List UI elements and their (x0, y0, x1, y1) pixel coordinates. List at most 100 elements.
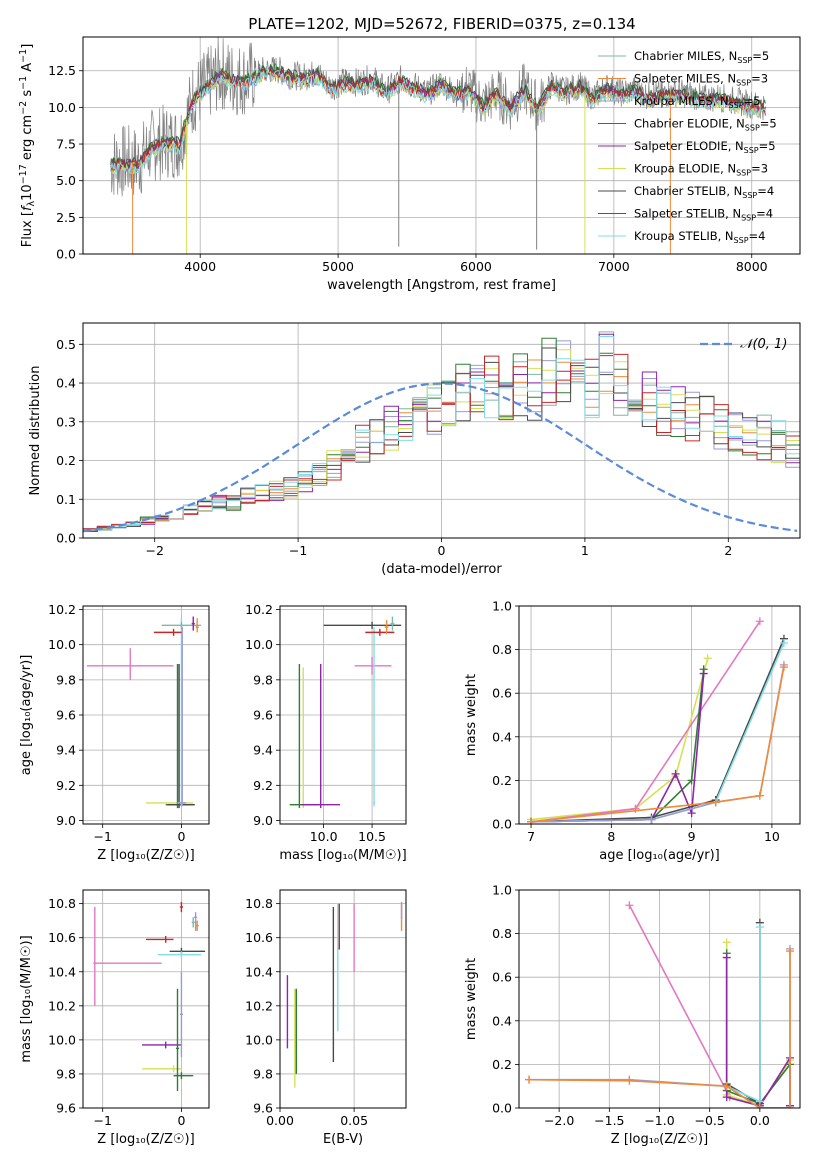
y-tick-label: 9.6 (56, 708, 76, 723)
data-point (142, 1065, 182, 1073)
model-line (110, 69, 766, 175)
data-point (93, 907, 162, 1006)
y-tick-label: 9.6 (56, 1101, 76, 1116)
x-axis-label: Z [log₁₀(Z/Z☉)] (97, 1132, 194, 1147)
y-tick-label: 2.5 (56, 210, 76, 225)
x-tick-label: −1 (289, 543, 307, 558)
legend-label: Chabrier STELIB, NSSP=4 (634, 184, 774, 200)
panel-spectrum: 4000 5000 6000 7000 8000 0.0 2.5 5.0 7.5 10.0 12.5… (18, 36, 801, 293)
y-tick-label: 0.2 (56, 453, 76, 468)
data-point (365, 628, 395, 636)
y-tick-label: 5.0 (56, 173, 76, 188)
data-point (153, 628, 182, 636)
series-marker (671, 769, 680, 778)
y-tick-label: 10.0 (245, 1032, 273, 1047)
y-tick-label: 0.6 (492, 686, 512, 701)
y-tick-label: 10.6 (48, 930, 76, 945)
series-line (726, 922, 761, 1106)
axes-frame (82, 36, 801, 255)
plot-area (83, 331, 800, 533)
x-tick-label: 0.00 (266, 1113, 294, 1128)
series-marker (703, 654, 712, 663)
x-tick-label: 10.5 (358, 829, 386, 844)
axes-frame (518, 889, 801, 1109)
y-tick-label: 10.0 (48, 1032, 76, 1047)
y-axis-label: mass weight (464, 958, 479, 1040)
y-tick-label: 0.4 (492, 729, 512, 744)
y-tick-label: 9.8 (56, 672, 76, 687)
y-tick-label: 9.2 (253, 778, 273, 793)
series-marker (711, 798, 720, 807)
x-tick-label: 8 (607, 829, 615, 844)
y-tick-label: 9.0 (253, 813, 273, 828)
series-marker (699, 669, 708, 678)
series-marker (722, 938, 731, 947)
y-axis-label: Normed distribution (28, 366, 43, 496)
y-axis-label: Flux [fλ10−17 erg cm−2 s−1 A−1] (18, 44, 37, 248)
series-marker (755, 791, 764, 800)
axes-frame (279, 605, 407, 825)
axes-frame (82, 605, 210, 825)
legend-label: 𝒩(0, 1) (740, 337, 787, 352)
y-tick-label: 10.0 (48, 637, 76, 652)
x-axis-label: wavelength [Angstrom, rest frame] (327, 278, 556, 293)
plot-area (286, 901, 403, 1088)
plot-area (527, 617, 788, 824)
axes-frame (518, 605, 801, 825)
y-tick-label: 10.6 (245, 930, 273, 945)
data-point (384, 620, 389, 635)
model-line (110, 65, 766, 170)
plot-area (289, 616, 402, 809)
panel-massweight-vs-age: 7 8 9 10 0.0 0.2 0.4 0.6 0.8 1.0 age [log₁₀(age/yr… (464, 599, 801, 863)
x-tick-label: 5000 (322, 259, 354, 274)
x-tick-label: 2 (724, 543, 732, 558)
y-tick-label: 10.2 (48, 602, 76, 617)
series-marker (755, 1104, 764, 1108)
x-axis-label: Z [log₁₀(Z/Z☉)] (611, 1132, 708, 1147)
series-marker (722, 1082, 731, 1091)
x-tick-label: −0.5 (694, 1113, 724, 1128)
data-point (179, 901, 184, 913)
series-line (725, 957, 791, 1107)
y-tick-label: 0.4 (56, 376, 76, 391)
data-point (373, 627, 375, 807)
series-marker (722, 1093, 731, 1102)
y-tick-label: 9.6 (253, 708, 273, 723)
x-tick-label: 0.0 (750, 1113, 770, 1128)
histogram-series (83, 337, 800, 532)
series-marker (647, 815, 656, 824)
x-axis-label: (data-model)/error (381, 562, 502, 577)
gaussian-curve (83, 382, 798, 533)
y-tick-label: 7.5 (56, 137, 76, 152)
legend-label: Kroupa ELODIE, NSSP=3 (634, 162, 768, 178)
x-tick-label: 0 (438, 543, 446, 558)
y-tick-label: 0.6 (492, 970, 512, 985)
axes-frame (279, 889, 407, 1109)
x-axis-label: mass [log₁₀(M/M☉)] (279, 848, 406, 863)
series-marker (527, 817, 536, 824)
plot-area (110, 37, 766, 254)
data-point (301, 664, 341, 809)
panel-mass-vs-Z: −1 0 9.6 9.8 10.0 10.2 10.4 10.6 10.8 Z [log₁₀(Z/… (19, 889, 210, 1147)
data-point (86, 648, 174, 680)
y-tick-label: 9.6 (253, 1101, 273, 1116)
y-tick-label: 9.8 (56, 1066, 76, 1081)
legend-label: Kroupa STELIB, NSSP=4 (634, 229, 765, 245)
y-tick-label: 10.4 (48, 964, 76, 979)
y-tick-label: 0.1 (56, 492, 76, 507)
y-tick-label: 12.5 (48, 63, 76, 78)
data-point (191, 917, 195, 928)
series-marker (722, 953, 731, 962)
x-tick-label: 4000 (184, 259, 216, 274)
data-point (146, 935, 174, 943)
series-marker (779, 639, 788, 648)
plot-area (525, 901, 794, 1108)
y-tick-label: 0.2 (492, 773, 512, 788)
plot-area (86, 616, 202, 809)
panel-age-vs-mass: 10.0 10.5 9.0 9.2 9.4 9.6 9.8 10.0 10.2 mass [log… (245, 602, 407, 863)
series-marker (785, 947, 794, 956)
data-point (179, 971, 184, 1057)
y-tick-label: 9.0 (56, 813, 76, 828)
y-tick-label: 1.0 (492, 599, 512, 614)
y-tick-label: 0.5 (56, 337, 76, 352)
